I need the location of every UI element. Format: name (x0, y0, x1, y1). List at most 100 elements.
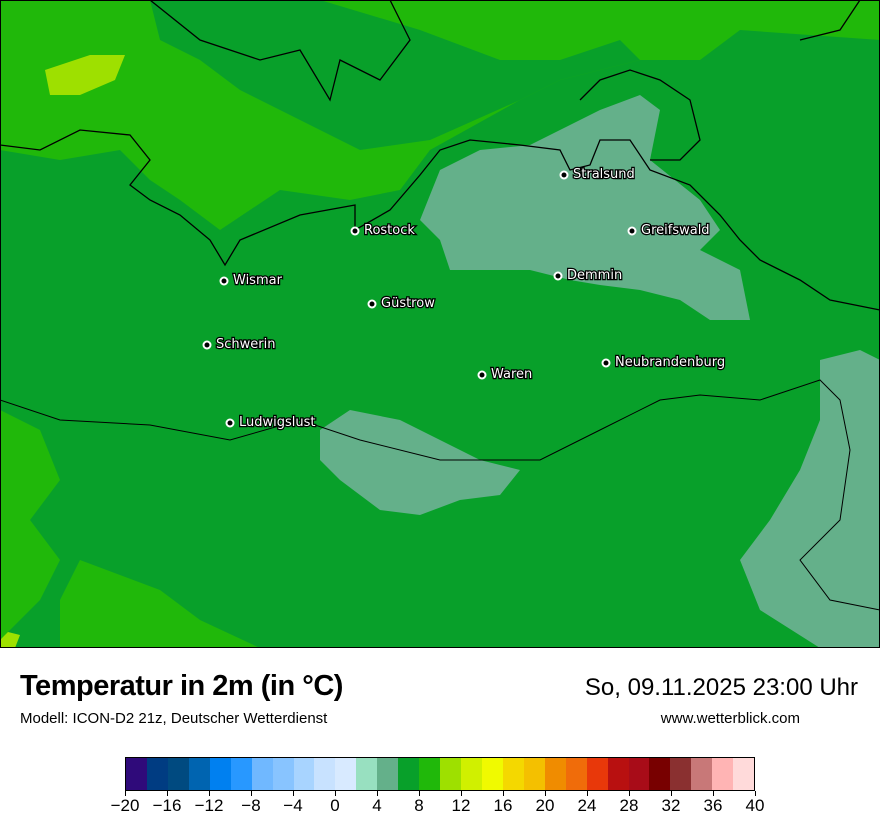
legend-swatch (356, 758, 378, 790)
legend-tick (251, 791, 252, 796)
legend-tick-label: 0 (330, 796, 340, 815)
city-label: Greifswald (641, 223, 710, 238)
legend-swatch (146, 758, 168, 790)
city-label: Güstrow (381, 296, 435, 311)
legend-tick-label: 12 (451, 796, 471, 815)
legend-swatch (670, 758, 692, 790)
legend-swatch (691, 758, 713, 790)
legend-swatch (440, 758, 461, 790)
city-marker-icon (477, 370, 487, 380)
legend-tick (335, 791, 336, 796)
legend-swatch (461, 758, 482, 790)
forecast-datetime: So, 09.11.2025 23:00 Uhr (584, 674, 858, 701)
website-link[interactable]: www.wetterblick.com (660, 710, 800, 727)
city-greifswald[interactable]: Greifswald (627, 222, 711, 239)
legend-swatch (733, 758, 755, 790)
legend-tick (713, 791, 714, 796)
legend-tick-label: 36 (703, 796, 723, 815)
legend-tick (419, 791, 420, 796)
city-rostock[interactable]: Rostock (350, 222, 417, 239)
legend-tick-label: 40 (745, 796, 765, 815)
legend-tick-label: 4 (372, 796, 382, 815)
legend-swatch (565, 758, 587, 790)
legend-tick (629, 791, 630, 796)
city-stralsund[interactable]: Stralsund (559, 166, 636, 183)
legend-swatch (523, 758, 545, 790)
city-label: Stralsund (573, 167, 635, 182)
legend-tick (755, 791, 756, 796)
legend-tick-label: −12 (194, 796, 224, 815)
legend-swatch (230, 758, 252, 790)
legend-tick-label: 24 (577, 796, 597, 815)
city-marker-icon (219, 276, 229, 286)
legend-swatch (712, 758, 734, 790)
legend-tick (167, 791, 168, 796)
model-source: Modell: ICON-D2 21z, Deutscher Wetterdie… (20, 710, 328, 727)
legend-tick (503, 791, 504, 796)
city-wismar[interactable]: Wismar (219, 272, 284, 289)
legend-swatch (628, 758, 650, 790)
warmest-patch (45, 55, 125, 95)
legend-swatch (544, 758, 566, 790)
legend-tick (377, 791, 378, 796)
city-neubrandenburg[interactable]: Neubrandenburg (601, 354, 726, 371)
city-schwerin[interactable]: Schwerin (202, 336, 277, 353)
coastline (0, 0, 880, 611)
legend-swatch (209, 758, 231, 790)
city-marker-icon (553, 271, 563, 281)
city-demmin[interactable]: Demmin (553, 267, 623, 284)
legend-swatch (607, 758, 629, 790)
legend-ticks: −20 −16 −12 −8 −4 0 4 8 12 16 20 24 28 32 36 40 (0, 791, 880, 821)
legend-tick-label: 8 (414, 796, 424, 815)
city-ludwigslust[interactable]: Ludwigslust (225, 414, 317, 431)
city-marker-icon (202, 340, 212, 350)
legend-tick-label: 16 (493, 796, 513, 815)
legend-tick-label: −20 (110, 796, 140, 815)
city-label: Neubrandenburg (615, 355, 725, 370)
legend-swatch (272, 758, 294, 790)
cool-region-northeast (420, 95, 750, 320)
temperature-map[interactable]: Stralsund Rostock Greifswald Wismar Demmin Gü… (0, 0, 880, 648)
legend-swatch (126, 758, 147, 790)
city-label: Schwerin (216, 337, 275, 352)
legend-swatch (649, 758, 671, 790)
legend-swatch (293, 758, 315, 790)
city-label: Ludwigslust (239, 415, 316, 430)
legend-swatch (188, 758, 210, 790)
legend-swatch (377, 758, 399, 790)
city-label: Waren (491, 367, 532, 382)
legend-swatch (502, 758, 524, 790)
legend-tick-label: 20 (535, 796, 555, 815)
legend-swatch (335, 758, 357, 790)
legend-swatch (398, 758, 420, 790)
city-marker-icon (367, 299, 377, 309)
legend-tick (293, 791, 294, 796)
city-marker-icon (601, 358, 611, 368)
legend-swatch (251, 758, 273, 790)
legend-swatch (419, 758, 441, 790)
legend-tick-label: −16 (152, 796, 182, 815)
legend-tick-label: 32 (661, 796, 681, 815)
warm-region-sea-2 (150, 0, 640, 150)
legend-tick (587, 791, 588, 796)
city-marker-icon (350, 226, 360, 236)
legend-tick-label: −8 (241, 796, 261, 815)
legend-tick (461, 791, 462, 796)
legend-tick-label: −4 (283, 796, 303, 815)
city-marker-icon (627, 226, 637, 236)
cool-region-south (320, 410, 520, 515)
city-güstrow[interactable]: Güstrow (367, 295, 436, 312)
legend-swatch (481, 758, 503, 790)
city-marker-icon (225, 418, 235, 428)
color-legend (125, 757, 755, 791)
city-waren[interactable]: Waren (477, 366, 534, 383)
city-label: Rostock (364, 223, 415, 238)
city-label: Wismar (233, 273, 283, 288)
legend-tick-label: 28 (619, 796, 639, 815)
city-label: Demmin (567, 268, 622, 283)
legend-tick (209, 791, 210, 796)
legend-swatch (167, 758, 189, 790)
city-marker-icon (559, 170, 569, 180)
legend-tick (671, 791, 672, 796)
legend-tick (545, 791, 546, 796)
